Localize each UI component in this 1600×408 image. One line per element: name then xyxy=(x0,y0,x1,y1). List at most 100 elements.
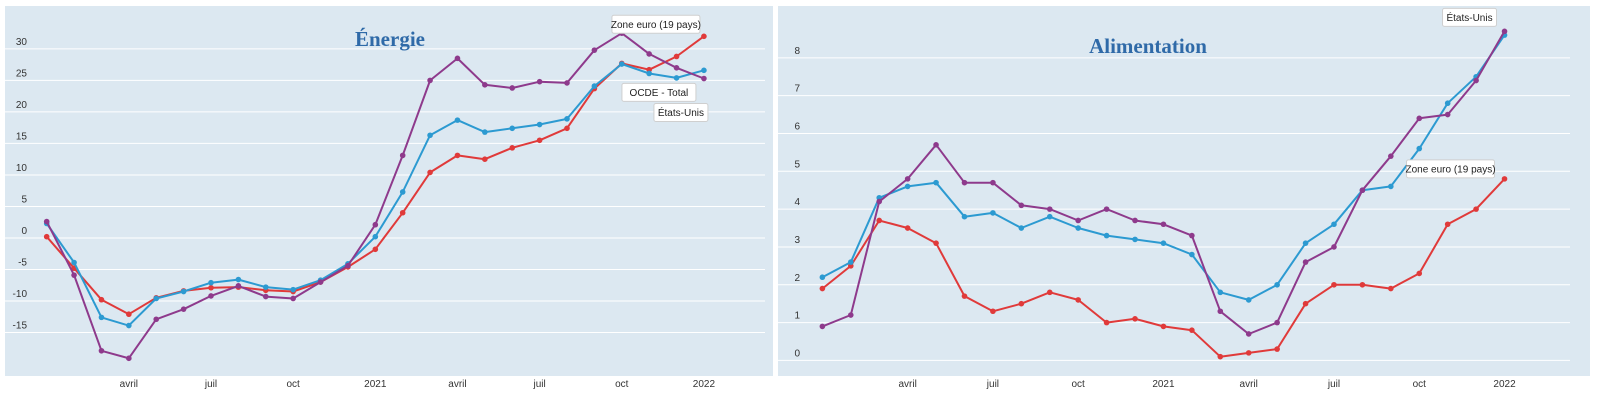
energy-data-point-ocde-total[interactable] xyxy=(701,67,707,74)
energy-data-point-etats-unis[interactable] xyxy=(235,283,242,289)
energy-data-point-etats-unis[interactable] xyxy=(399,152,406,159)
energy-data-point-ocde-total[interactable] xyxy=(180,288,187,295)
food-data-point-etats-unis[interactable] xyxy=(1160,221,1167,228)
food-data-point-zone-euro-19-pays[interactable] xyxy=(819,285,826,292)
energy-data-point-etats-unis[interactable] xyxy=(345,262,351,269)
energy-data-point-zone-euro-19-pays[interactable] xyxy=(454,152,461,159)
food-data-point-etats-unis[interactable] xyxy=(1189,232,1195,239)
food-data-point-zone-euro-19-pays[interactable] xyxy=(1189,327,1195,333)
food-data-point-etats-unis[interactable] xyxy=(1501,28,1508,35)
food-data-point-zone-euro-19-pays[interactable] xyxy=(1444,221,1451,228)
energy-data-point-etats-unis[interactable] xyxy=(372,221,379,228)
energy-data-point-zone-euro-19-pays[interactable] xyxy=(564,125,570,132)
food-data-point-zone-euro-19-pays[interactable] xyxy=(1046,289,1053,296)
food-data-point-etats-unis[interactable] xyxy=(819,323,826,330)
food-data-point-zone-euro-19-pays[interactable] xyxy=(1245,350,1252,356)
food-data-point-etats-unis[interactable] xyxy=(1388,153,1394,159)
energy-data-point-ocde-total[interactable] xyxy=(536,121,543,128)
food-data-point-etats-unis[interactable] xyxy=(1359,187,1366,194)
food-data-point-zone-euro-19-pays[interactable] xyxy=(1132,316,1138,322)
food-data-point-ocde-total[interactable] xyxy=(1160,240,1167,246)
food-data-point-etats-unis[interactable] xyxy=(847,312,854,318)
energy-data-point-ocde-total[interactable] xyxy=(427,132,433,139)
energy-data-point-etats-unis[interactable] xyxy=(427,77,433,84)
energy-data-point-ocde-total[interactable] xyxy=(208,279,214,286)
food-data-point-etats-unis[interactable] xyxy=(876,198,883,205)
energy-data-point-etats-unis[interactable] xyxy=(71,272,77,278)
food-data-point-zone-euro-19-pays[interactable] xyxy=(876,217,883,224)
food-data-point-ocde-total[interactable] xyxy=(1274,281,1280,288)
energy-data-point-zone-euro-19-pays[interactable] xyxy=(399,209,406,216)
energy-data-point-ocde-total[interactable] xyxy=(618,61,625,67)
food-data-point-etats-unis[interactable] xyxy=(1103,206,1110,212)
energy-data-point-zone-euro-19-pays[interactable] xyxy=(372,246,379,253)
food-data-point-etats-unis[interactable] xyxy=(1302,259,1309,265)
food-data-point-etats-unis[interactable] xyxy=(1046,206,1053,212)
energy-data-point-etats-unis[interactable] xyxy=(208,293,214,299)
energy-data-point-ocde-total[interactable] xyxy=(399,189,406,195)
food-data-point-zone-euro-19-pays[interactable] xyxy=(961,293,968,299)
food-data-point-zone-euro-19-pays[interactable] xyxy=(1274,346,1280,352)
energy-data-point-etats-unis[interactable] xyxy=(646,51,652,57)
food-data-point-zone-euro-19-pays[interactable] xyxy=(933,240,939,246)
energy-data-point-ocde-total[interactable] xyxy=(509,125,516,132)
food-data-point-zone-euro-19-pays[interactable] xyxy=(1217,353,1224,360)
food-data-point-ocde-total[interactable] xyxy=(933,179,939,186)
energy-data-point-zone-euro-19-pays[interactable] xyxy=(98,296,105,303)
food-data-point-ocde-total[interactable] xyxy=(1331,221,1337,228)
food-data-point-ocde-total[interactable] xyxy=(1302,240,1309,246)
food-data-point-ocde-total[interactable] xyxy=(1132,236,1138,243)
energy-data-point-etats-unis[interactable] xyxy=(180,306,187,312)
energy-data-point-etats-unis[interactable] xyxy=(536,78,543,85)
energy-data-point-ocde-total[interactable] xyxy=(564,116,570,122)
food-data-point-etats-unis[interactable] xyxy=(1444,111,1451,118)
energy-data-point-etats-unis[interactable] xyxy=(98,347,105,354)
food-data-point-ocde-total[interactable] xyxy=(1018,225,1025,231)
food-data-point-ocde-total[interactable] xyxy=(1217,289,1224,296)
energy-data-point-etats-unis[interactable] xyxy=(454,55,461,62)
food-data-point-zone-euro-19-pays[interactable] xyxy=(1359,281,1366,288)
energy-data-point-ocde-total[interactable] xyxy=(454,117,461,123)
energy-data-point-ocde-total[interactable] xyxy=(235,276,242,283)
energy-data-point-ocde-total[interactable] xyxy=(591,83,598,89)
energy-data-point-etats-unis[interactable] xyxy=(509,85,516,91)
food-data-point-zone-euro-19-pays[interactable] xyxy=(1331,281,1337,288)
food-data-point-zone-euro-19-pays[interactable] xyxy=(1473,206,1479,212)
food-data-point-ocde-total[interactable] xyxy=(1245,297,1252,303)
food-data-point-ocde-total[interactable] xyxy=(847,259,854,265)
food-data-point-etats-unis[interactable] xyxy=(1274,319,1280,326)
energy-data-point-ocde-total[interactable] xyxy=(372,233,379,240)
energy-data-point-etats-unis[interactable] xyxy=(126,355,132,362)
food-data-point-ocde-total[interactable] xyxy=(1416,145,1423,152)
energy-data-point-ocde-total[interactable] xyxy=(126,322,132,329)
food-data-point-zone-euro-19-pays[interactable] xyxy=(1416,270,1423,277)
food-data-point-zone-euro-19-pays[interactable] xyxy=(1103,319,1110,326)
food-data-point-zone-euro-19-pays[interactable] xyxy=(904,225,911,231)
energy-data-point-zone-euro-19-pays[interactable] xyxy=(536,137,543,144)
energy-data-point-zone-euro-19-pays[interactable] xyxy=(126,311,132,318)
energy-data-point-etats-unis[interactable] xyxy=(43,218,50,225)
food-data-point-etats-unis[interactable] xyxy=(904,176,911,182)
energy-data-point-ocde-total[interactable] xyxy=(98,314,105,321)
food-data-point-ocde-total[interactable] xyxy=(1103,232,1110,239)
food-data-point-zone-euro-19-pays[interactable] xyxy=(990,308,996,315)
food-data-point-ocde-total[interactable] xyxy=(990,210,996,216)
energy-data-point-etats-unis[interactable] xyxy=(262,293,269,300)
food-data-point-ocde-total[interactable] xyxy=(1075,225,1081,231)
food-data-point-etats-unis[interactable] xyxy=(1217,308,1224,315)
energy-data-point-ocde-total[interactable] xyxy=(290,286,296,293)
energy-data-point-zone-euro-19-pays[interactable] xyxy=(482,156,488,162)
food-data-point-ocde-total[interactable] xyxy=(1444,100,1451,107)
energy-data-point-zone-euro-19-pays[interactable] xyxy=(701,33,707,40)
energy-data-point-ocde-total[interactable] xyxy=(646,70,652,77)
food-data-point-ocde-total[interactable] xyxy=(961,213,968,220)
food-data-point-ocde-total[interactable] xyxy=(1388,183,1394,190)
food-data-point-etats-unis[interactable] xyxy=(961,179,968,186)
food-data-point-ocde-total[interactable] xyxy=(1189,251,1195,258)
food-data-point-etats-unis[interactable] xyxy=(1473,77,1479,84)
food-data-point-etats-unis[interactable] xyxy=(933,142,939,148)
food-data-point-zone-euro-19-pays[interactable] xyxy=(1302,300,1309,307)
energy-data-point-ocde-total[interactable] xyxy=(71,259,77,266)
energy-data-point-ocde-total[interactable] xyxy=(262,284,269,290)
energy-data-point-etats-unis[interactable] xyxy=(153,316,160,323)
